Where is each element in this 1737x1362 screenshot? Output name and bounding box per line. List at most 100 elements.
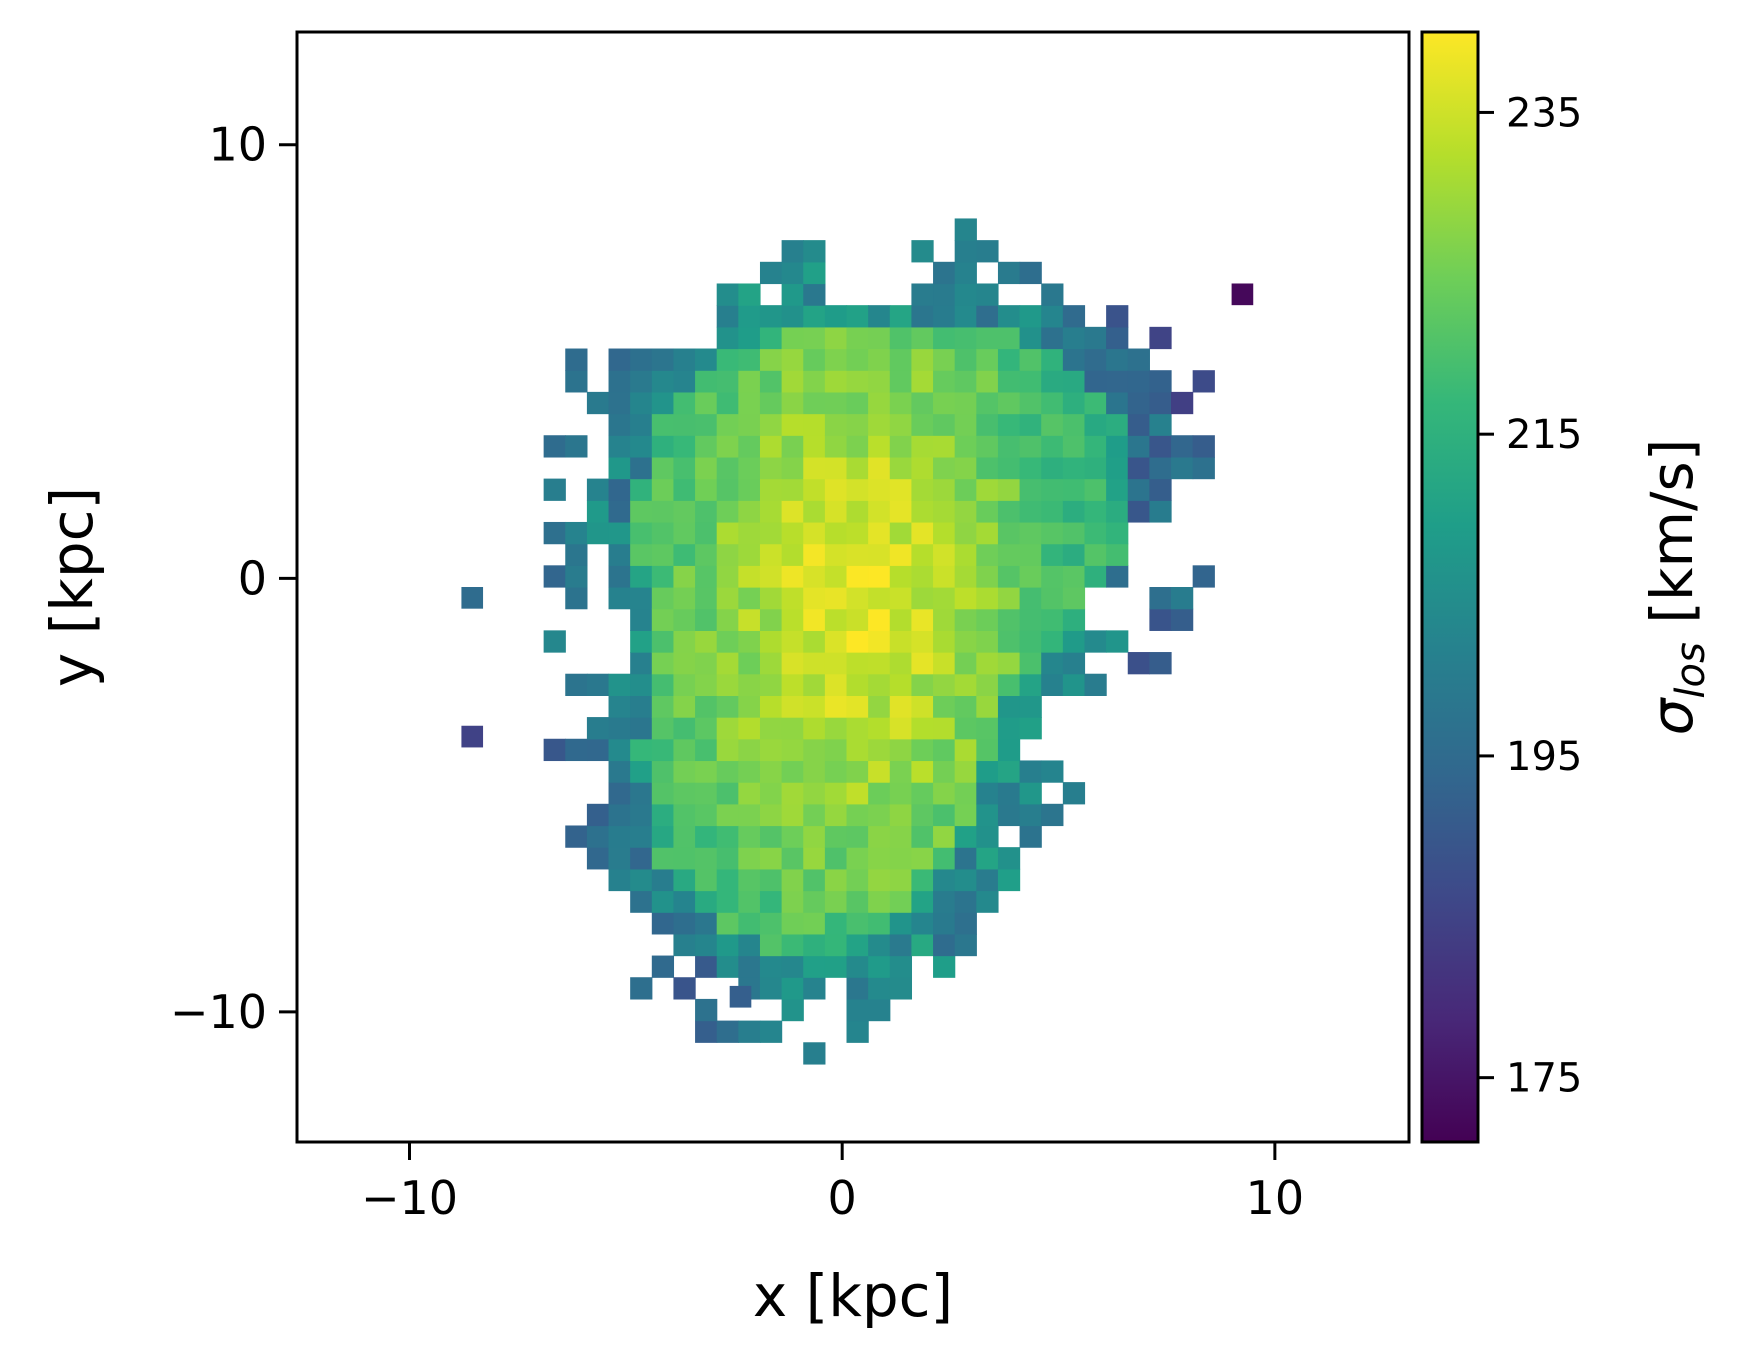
heatmap-cell <box>630 847 653 870</box>
heatmap-cell <box>781 868 804 892</box>
heatmap-cell <box>997 500 1021 523</box>
heatmap-cell <box>803 413 826 436</box>
heatmap-cell <box>781 240 804 263</box>
heatmap-cell <box>586 500 610 523</box>
heatmap-cell <box>738 782 761 805</box>
heatmap-cell <box>695 890 718 913</box>
heatmap-cell <box>889 738 913 762</box>
heatmap-cell <box>824 912 848 935</box>
heatmap-cell <box>824 868 848 892</box>
heatmap-cell <box>1019 391 1042 415</box>
heatmap-cell <box>738 370 761 393</box>
heatmap-cell <box>1019 782 1042 805</box>
heatmap-cell <box>1041 803 1064 827</box>
heatmap-cell <box>824 413 848 436</box>
heatmap-cell <box>716 413 739 436</box>
heatmap-cell <box>1062 543 1086 566</box>
heatmap-cell <box>695 543 718 566</box>
heatmap-cell <box>781 738 804 762</box>
heatmap-cell <box>781 435 804 458</box>
heatmap-cell <box>738 326 761 350</box>
heatmap-cell <box>759 933 783 957</box>
heatmap-cell <box>889 890 913 913</box>
heatmap-cell <box>803 782 826 805</box>
heatmap-cell <box>933 565 956 588</box>
heatmap-cell <box>759 456 783 480</box>
heatmap-cell <box>933 370 956 393</box>
heatmap-cell <box>1019 521 1042 545</box>
heatmap-cell <box>695 435 718 458</box>
heatmap-cell <box>933 630 956 653</box>
colorbar-tick-label: 235 <box>1506 90 1582 136</box>
heatmap-cell <box>1019 456 1042 480</box>
heatmap-cell <box>1062 456 1086 480</box>
x-axis-label: x [kpc] <box>753 1262 953 1330</box>
heatmap-cell <box>1041 391 1064 415</box>
heatmap-cell <box>911 456 934 480</box>
heatmap-cell <box>1171 608 1194 631</box>
heatmap-cell <box>759 890 783 913</box>
heatmap-cell <box>695 1020 718 1043</box>
heatmap-cell <box>738 391 761 415</box>
heatmap-cell <box>781 998 804 1022</box>
heatmap-cell <box>695 500 718 523</box>
heatmap-cell <box>781 521 804 545</box>
heatmap-cell <box>630 521 653 545</box>
heatmap-cell <box>976 283 999 306</box>
heatmap-cell <box>846 673 869 696</box>
heatmap-cell <box>759 587 783 610</box>
heatmap-cell <box>1019 695 1042 718</box>
heatmap-cell <box>716 760 739 783</box>
heatmap-cell <box>846 977 869 1000</box>
heatmap-cell <box>911 912 934 935</box>
heatmap-cell <box>716 782 739 805</box>
heatmap-cell <box>738 847 761 870</box>
heatmap-cell <box>803 348 826 371</box>
heatmap-cell <box>803 803 826 827</box>
heatmap-cell <box>954 717 977 740</box>
heatmap-cell <box>889 543 913 566</box>
heatmap-cell <box>803 890 826 913</box>
heatmap-cell <box>738 305 761 328</box>
heatmap-cell <box>673 738 696 762</box>
heatmap-cell <box>976 478 999 501</box>
heatmap-cell <box>673 413 696 436</box>
heatmap-cell <box>976 435 999 458</box>
heatmap-cell <box>1084 521 1107 545</box>
heatmap-cell <box>781 717 804 740</box>
heatmap-cell <box>781 370 804 393</box>
heatmap-cell <box>543 630 566 653</box>
heatmap-cell <box>695 825 718 848</box>
heatmap-cell <box>673 977 696 1000</box>
heatmap-cell <box>933 760 956 783</box>
heatmap-cell <box>1192 370 1215 393</box>
heatmap-cell <box>565 673 588 696</box>
heatmap-cell <box>868 391 891 415</box>
heatmap-cell <box>759 977 783 1000</box>
heatmap-cell <box>1149 370 1172 393</box>
heatmap-cell <box>868 998 891 1022</box>
heatmap-cell <box>781 695 804 718</box>
heatmap-cell <box>846 435 869 458</box>
heatmap-cell <box>1127 370 1150 393</box>
heatmap-cell <box>1019 565 1042 588</box>
heatmap-cell <box>1062 587 1086 610</box>
heatmap-cell <box>695 391 718 415</box>
heatmap-cell <box>695 413 718 436</box>
heatmap-cell <box>695 847 718 870</box>
heatmap-cell <box>1127 391 1150 415</box>
heatmap-cell <box>716 305 739 328</box>
heatmap-cell <box>868 413 891 436</box>
heatmap-cell <box>1019 305 1042 328</box>
heatmap-cell <box>889 326 913 350</box>
heatmap-cell <box>868 500 891 523</box>
heatmap-cell <box>781 413 804 436</box>
heatmap-cell <box>716 890 739 913</box>
heatmap-cell <box>695 348 718 371</box>
heatmap-cell <box>889 652 913 675</box>
heatmap-cell <box>976 782 999 805</box>
colorbar: 175 195 215 235 σlos [km/s] <box>1420 30 1714 1144</box>
heatmap-cell <box>803 977 826 1000</box>
heatmap-cell <box>846 326 869 350</box>
heatmap-cell <box>997 326 1021 350</box>
